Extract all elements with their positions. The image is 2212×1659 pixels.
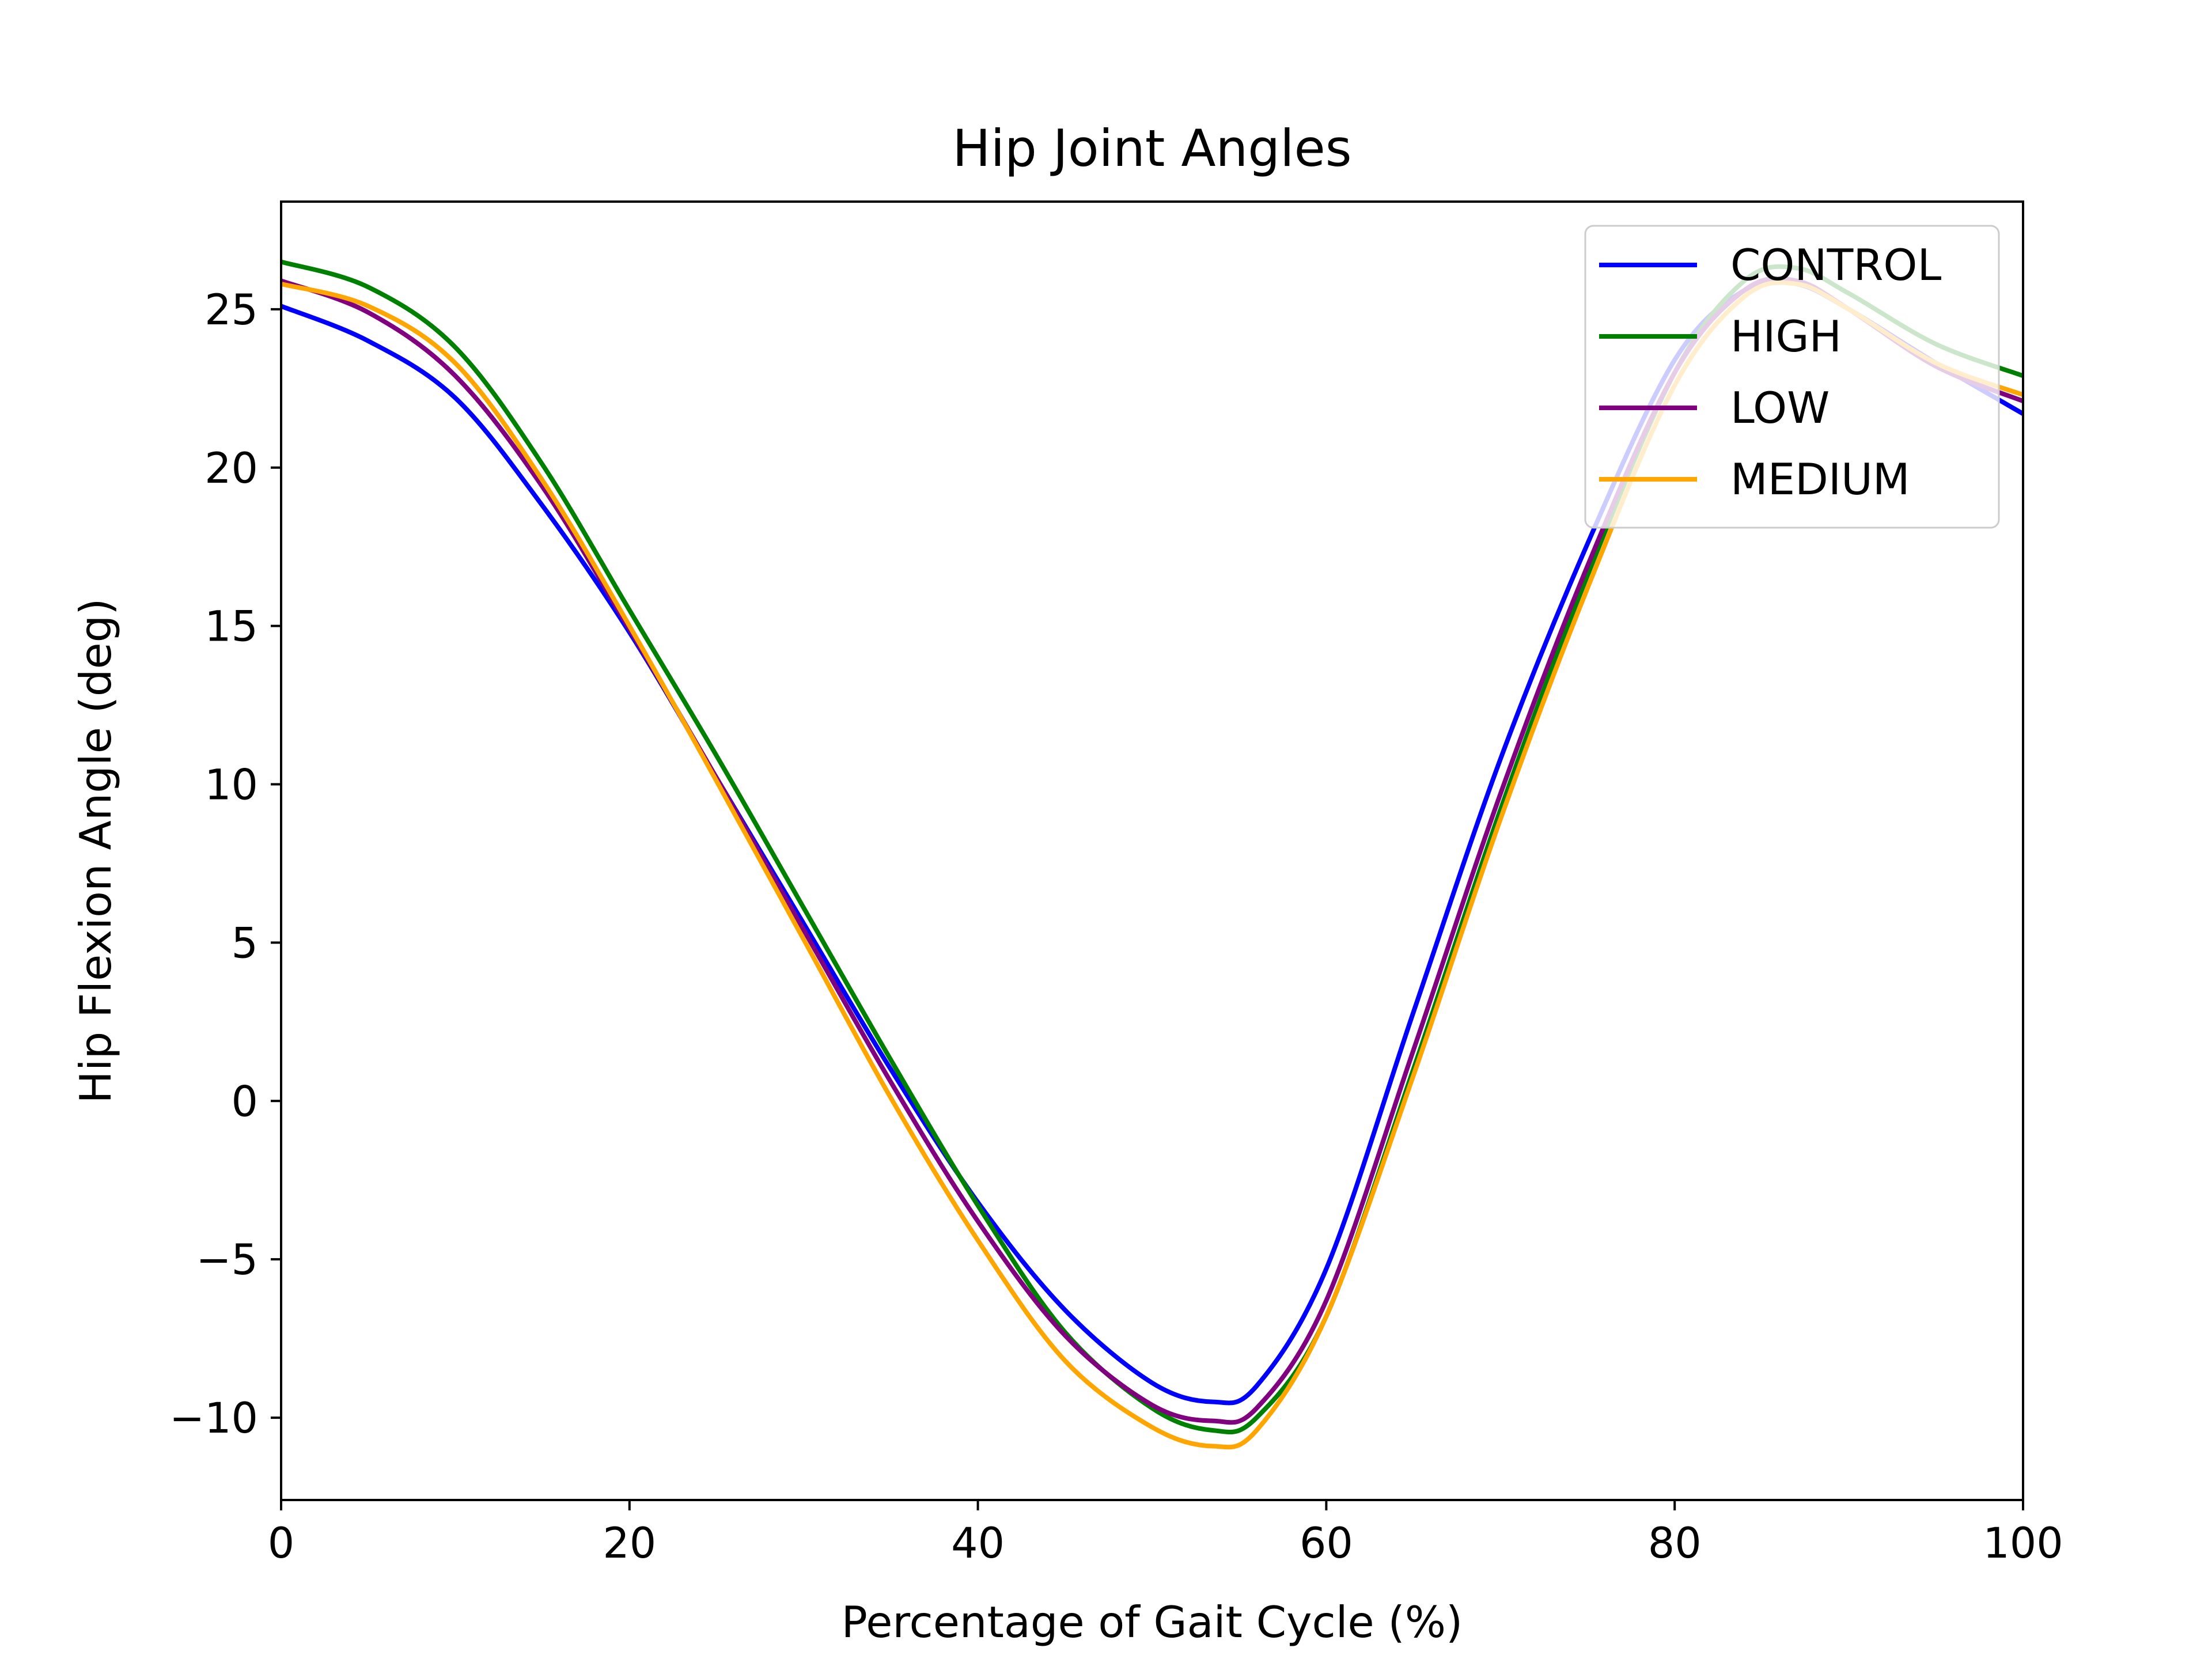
y-tick-label: 10: [204, 761, 258, 810]
x-tick-label: 100: [1983, 1519, 2063, 1568]
plot-frame: [280, 200, 2024, 1501]
x-axis: 0 20 40 60 80 100: [268, 1500, 2063, 1568]
y-axis-label: Hip Flexion Angle (deg): [70, 598, 121, 1103]
y-tick-label: 25: [204, 286, 258, 335]
y-tick-label: 5: [232, 919, 258, 968]
x-tick-label: 80: [1648, 1519, 1702, 1568]
y-tick-label: 15: [204, 603, 258, 652]
x-tick-label: 60: [1300, 1519, 1353, 1568]
x-tick-label: 20: [603, 1519, 656, 1568]
legend-label-low: LOW: [1730, 382, 1830, 433]
y-tick-label: −5: [196, 1236, 258, 1285]
y-axis: −10 −5 0 5 10 15 20 25: [169, 286, 281, 1443]
legend-label-control: CONTROL: [1730, 240, 1941, 290]
x-tick-label: 0: [268, 1519, 294, 1568]
chart-title: Hip Joint Angles: [952, 119, 1351, 178]
y-tick-label: −10: [169, 1394, 258, 1443]
y-tick-label: 20: [204, 444, 258, 493]
y-tick-label: 0: [232, 1077, 258, 1126]
legend-label-medium: MEDIUM: [1730, 454, 1910, 505]
legend-box: [1584, 225, 2000, 529]
legend-label-high: HIGH: [1730, 311, 1842, 362]
legend: CONTROL HIGH LOW MEDIUM: [1584, 225, 2000, 529]
x-tick-label: 40: [951, 1519, 1005, 1568]
x-axis-label: Percentage of Gait Cycle (%): [842, 1597, 1463, 1647]
